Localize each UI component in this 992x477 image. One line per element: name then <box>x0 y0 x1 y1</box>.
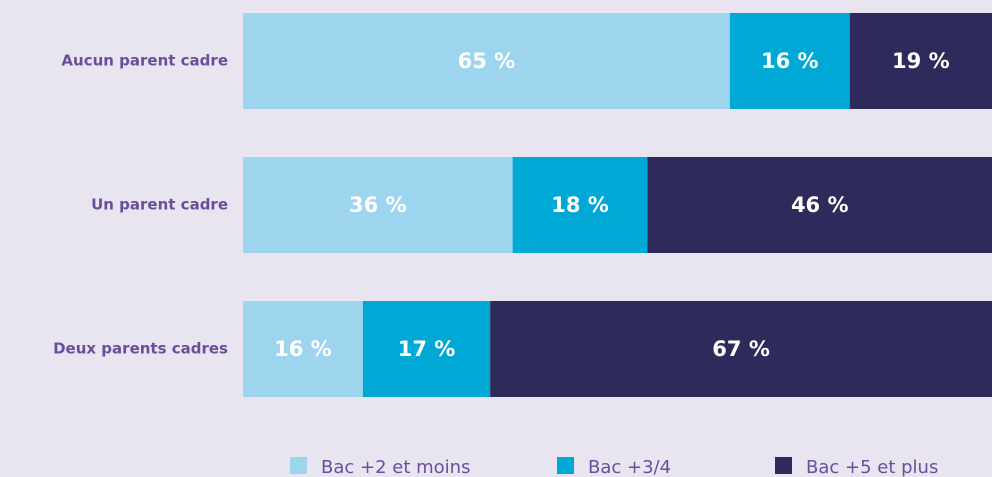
data-label: 19 % <box>892 49 950 73</box>
legend-swatch <box>557 457 574 474</box>
bar-segment <box>647 157 992 253</box>
bar-segment <box>512 157 648 253</box>
legend-label: Bac +5 et plus <box>806 457 938 477</box>
category-label: Deux parents cadres <box>53 340 228 358</box>
category-label: Un parent cadre <box>91 196 228 214</box>
data-label: 17 % <box>398 337 456 361</box>
data-label: 16 % <box>761 49 819 73</box>
bar-segment <box>729 13 850 109</box>
legend-label: Bac +3/4 <box>588 457 671 477</box>
bar-segment <box>849 13 992 109</box>
bar-segment <box>362 301 491 397</box>
bar-segment <box>490 301 992 397</box>
category-label: Aucun parent cadre <box>61 52 228 70</box>
bar-segment <box>243 301 363 397</box>
data-label: 18 % <box>551 193 609 217</box>
bar-segment <box>243 157 513 253</box>
data-label: 36 % <box>349 193 407 217</box>
data-label: 16 % <box>274 337 332 361</box>
data-label: 46 % <box>791 193 849 217</box>
legend-label: Bac +2 et moins <box>321 457 470 477</box>
bar-segment <box>243 13 730 109</box>
data-label: 65 % <box>458 49 516 73</box>
data-label: 67 % <box>712 337 770 361</box>
legend-swatch <box>775 457 792 474</box>
legend-swatch <box>290 457 307 474</box>
